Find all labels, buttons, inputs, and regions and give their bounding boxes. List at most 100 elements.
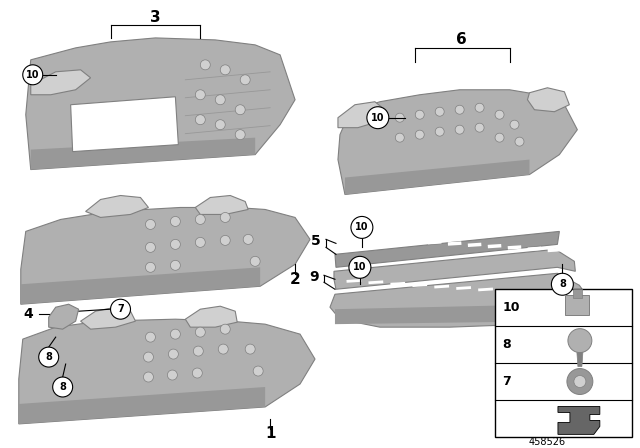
- Polygon shape: [70, 97, 179, 151]
- Circle shape: [218, 344, 228, 354]
- Circle shape: [195, 90, 205, 100]
- Circle shape: [415, 130, 424, 139]
- Circle shape: [143, 352, 154, 362]
- Circle shape: [193, 368, 202, 378]
- Circle shape: [195, 237, 205, 247]
- Polygon shape: [345, 159, 529, 194]
- Circle shape: [568, 329, 592, 353]
- Text: 10: 10: [353, 263, 367, 272]
- Circle shape: [145, 242, 156, 252]
- Polygon shape: [20, 207, 310, 304]
- Text: 1: 1: [265, 426, 275, 441]
- Circle shape: [215, 120, 225, 129]
- Circle shape: [200, 60, 211, 70]
- Circle shape: [415, 110, 424, 119]
- Polygon shape: [26, 38, 295, 169]
- Text: 3: 3: [150, 10, 161, 26]
- Circle shape: [168, 349, 179, 359]
- Circle shape: [143, 372, 154, 382]
- Circle shape: [236, 129, 245, 140]
- Text: 4: 4: [24, 307, 34, 321]
- Circle shape: [455, 125, 464, 134]
- Circle shape: [396, 133, 404, 142]
- Text: 6: 6: [456, 32, 467, 47]
- Circle shape: [349, 256, 371, 278]
- Circle shape: [396, 113, 404, 122]
- Circle shape: [236, 105, 245, 115]
- Circle shape: [552, 273, 573, 295]
- Circle shape: [435, 107, 444, 116]
- Circle shape: [215, 95, 225, 105]
- Circle shape: [195, 215, 205, 224]
- Text: 7: 7: [117, 304, 124, 314]
- Circle shape: [240, 75, 250, 85]
- Circle shape: [245, 344, 255, 354]
- FancyBboxPatch shape: [573, 289, 582, 298]
- Circle shape: [220, 65, 230, 75]
- Text: 458526: 458526: [529, 437, 566, 447]
- Text: 7: 7: [502, 375, 511, 388]
- Circle shape: [111, 299, 131, 319]
- Polygon shape: [86, 195, 148, 217]
- FancyBboxPatch shape: [495, 289, 632, 437]
- Circle shape: [220, 212, 230, 222]
- Text: 5: 5: [311, 234, 321, 248]
- Polygon shape: [31, 70, 91, 95]
- Polygon shape: [330, 273, 589, 327]
- Polygon shape: [338, 90, 577, 194]
- FancyBboxPatch shape: [565, 295, 589, 314]
- Circle shape: [145, 220, 156, 229]
- Circle shape: [145, 332, 156, 342]
- Circle shape: [495, 133, 504, 142]
- Polygon shape: [195, 195, 248, 215]
- Circle shape: [170, 329, 180, 339]
- Polygon shape: [335, 232, 559, 267]
- Text: 8: 8: [559, 279, 566, 289]
- Circle shape: [195, 115, 205, 125]
- Circle shape: [510, 120, 519, 129]
- Polygon shape: [49, 304, 79, 329]
- Circle shape: [195, 327, 205, 337]
- Text: 8: 8: [502, 338, 511, 351]
- Circle shape: [23, 65, 43, 85]
- Text: 2: 2: [290, 272, 300, 287]
- Polygon shape: [20, 267, 260, 304]
- Polygon shape: [527, 88, 570, 112]
- Circle shape: [170, 216, 180, 226]
- Polygon shape: [558, 406, 600, 435]
- Text: 8: 8: [60, 382, 66, 392]
- Polygon shape: [19, 319, 315, 424]
- Circle shape: [455, 105, 464, 114]
- Circle shape: [367, 107, 389, 129]
- Circle shape: [170, 260, 180, 270]
- Text: 10: 10: [26, 70, 40, 80]
- Text: 9: 9: [309, 270, 319, 284]
- Polygon shape: [186, 306, 237, 327]
- Circle shape: [435, 127, 444, 136]
- Polygon shape: [338, 102, 385, 128]
- Circle shape: [475, 103, 484, 112]
- Polygon shape: [81, 307, 136, 329]
- Circle shape: [515, 137, 524, 146]
- Text: 10: 10: [355, 222, 369, 233]
- Circle shape: [168, 370, 177, 380]
- Circle shape: [475, 123, 484, 132]
- Polygon shape: [19, 387, 265, 424]
- Circle shape: [253, 366, 263, 376]
- Circle shape: [39, 347, 59, 367]
- Circle shape: [220, 235, 230, 246]
- Circle shape: [351, 216, 373, 238]
- Circle shape: [495, 110, 504, 119]
- Circle shape: [170, 239, 180, 250]
- Circle shape: [250, 256, 260, 266]
- Text: 10: 10: [502, 301, 520, 314]
- Polygon shape: [31, 138, 255, 169]
- Text: 10: 10: [371, 113, 385, 123]
- Polygon shape: [335, 304, 559, 324]
- Circle shape: [145, 263, 156, 272]
- Circle shape: [193, 346, 204, 356]
- Circle shape: [52, 377, 72, 397]
- Circle shape: [567, 369, 593, 395]
- Circle shape: [220, 324, 230, 334]
- Polygon shape: [334, 250, 575, 289]
